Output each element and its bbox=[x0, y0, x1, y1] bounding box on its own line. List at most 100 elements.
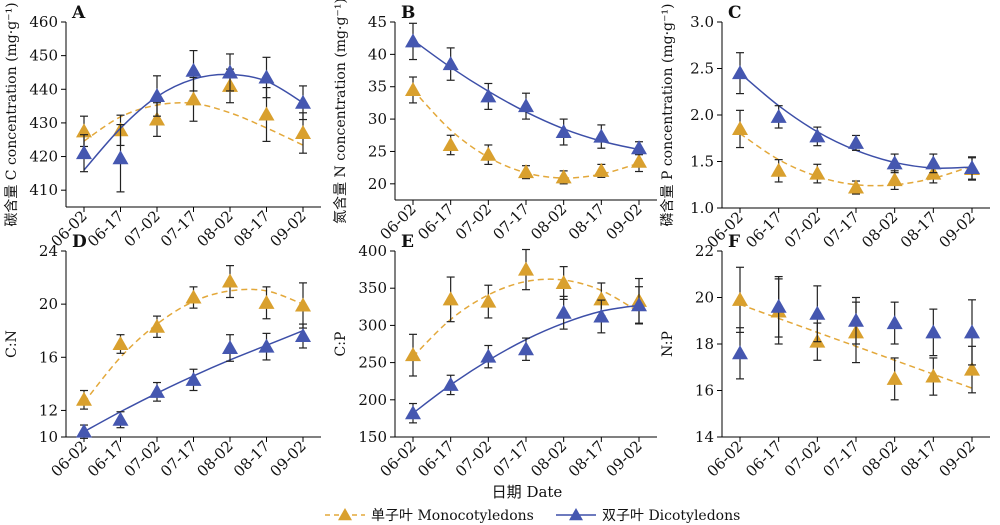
y-tick-label: 20 bbox=[695, 289, 714, 307]
x-tick-label: 08-02 bbox=[858, 208, 901, 251]
x-tick-label: 07-02 bbox=[781, 208, 824, 251]
legend-label: 双子叶 Dicotyledons bbox=[602, 508, 740, 524]
y-tick-label: 24 bbox=[39, 242, 58, 260]
data-point-series-1 bbox=[518, 164, 534, 179]
x-tick-label: 07-17 bbox=[490, 437, 533, 480]
data-point-series-2 bbox=[480, 348, 497, 363]
y-tick-label: 410 bbox=[29, 181, 58, 199]
y-axis-label: 氮含量 N concentration (mg·g⁻¹) bbox=[333, 0, 349, 224]
data-point-series-1 bbox=[185, 289, 202, 304]
data-point-series-2 bbox=[442, 56, 459, 71]
x-tick-label: 07-17 bbox=[157, 207, 200, 250]
panel-c: C 1.0 1.5 2.0 2.5 3.0 磷含量 P concentration (mg·… bbox=[660, 3, 990, 251]
legend-marker bbox=[338, 508, 352, 521]
data-point-series-1 bbox=[809, 165, 826, 180]
data-point-series-1 bbox=[76, 123, 92, 138]
data-point-series-2 bbox=[809, 305, 826, 320]
data-point-series-2 bbox=[258, 338, 275, 353]
y-tick-label: 45 bbox=[368, 13, 387, 31]
data-point-series-2 bbox=[770, 298, 787, 313]
data-point-series-2 bbox=[809, 128, 826, 143]
x-tick-label: 07-17 bbox=[157, 437, 200, 480]
data-point-series-2 bbox=[732, 345, 748, 360]
data-point-series-2 bbox=[149, 383, 165, 398]
y-tick-label: 420 bbox=[29, 148, 58, 166]
data-point-series-1 bbox=[732, 120, 748, 135]
y-tick-label: 20 bbox=[39, 295, 58, 313]
data-point-series-1 bbox=[112, 336, 129, 350]
data-point-series-1 bbox=[593, 291, 610, 306]
legend-marker bbox=[569, 508, 583, 521]
data-point-series-1 bbox=[555, 274, 572, 289]
data-point-series-2 bbox=[593, 128, 610, 143]
data-point-series-1 bbox=[222, 273, 238, 288]
x-tick-label: 08-17 bbox=[897, 437, 940, 480]
data-point-series-2 bbox=[149, 88, 165, 102]
y-tick-label: 16 bbox=[695, 382, 714, 400]
y-tick-label: 400 bbox=[358, 242, 387, 260]
x-tick-label: 08-02 bbox=[194, 437, 237, 480]
data-point-series-1 bbox=[593, 162, 610, 177]
data-point-series-1 bbox=[886, 370, 903, 385]
data-point-series-2 bbox=[964, 160, 980, 175]
data-point-series-2 bbox=[185, 371, 202, 386]
y-tick-label: 460 bbox=[29, 13, 58, 31]
y-tick-label: 35 bbox=[368, 78, 387, 96]
x-tick-label: 07-02 bbox=[121, 207, 164, 250]
data-point-series-2 bbox=[185, 62, 202, 77]
data-point-series-2 bbox=[925, 155, 942, 170]
y-axis-label: 碳含量 C concentration (mg·g⁻¹) bbox=[4, 2, 20, 226]
data-point-series-2 bbox=[480, 88, 497, 103]
x-tick-label: 08-17 bbox=[565, 200, 608, 243]
data-point-series-2 bbox=[631, 297, 647, 312]
panel-letter: C bbox=[728, 3, 742, 23]
x-tick-label: 09-02 bbox=[603, 200, 646, 243]
panel-letter: F bbox=[728, 232, 740, 252]
x-tick-label: 08-02 bbox=[858, 437, 901, 480]
legend-label: 单子叶 Monocotyledons bbox=[371, 508, 534, 524]
data-point-series-2 bbox=[112, 411, 129, 426]
x-tick-label: 09-02 bbox=[936, 437, 979, 480]
data-point-series-1 bbox=[770, 162, 787, 177]
panel-e: E150200250300350400C:P06-0206-1707-0207-… bbox=[333, 232, 657, 480]
y-tick-label: 350 bbox=[358, 279, 387, 297]
data-point-series-2 bbox=[222, 64, 238, 79]
x-tick-label: 07-02 bbox=[121, 437, 164, 480]
panel-b: B 20 25 30 35 40 45 氮含量 N concentration (mg·g⁻¹… bbox=[333, 0, 657, 243]
data-point-series-1 bbox=[518, 261, 534, 276]
data-point-series-1 bbox=[149, 111, 165, 126]
y-tick-label: 10 bbox=[39, 428, 58, 446]
data-point-series-1 bbox=[295, 297, 311, 312]
y-tick-label: 18 bbox=[695, 335, 714, 353]
y-tick-label: 40 bbox=[368, 45, 387, 63]
data-point-series-2 bbox=[76, 423, 92, 438]
data-point-series-2 bbox=[518, 341, 534, 356]
data-point-series-2 bbox=[295, 94, 311, 109]
data-point-series-2 bbox=[112, 150, 129, 165]
data-point-series-2 bbox=[405, 33, 421, 48]
data-point-series-2 bbox=[886, 155, 903, 170]
data-point-series-1 bbox=[295, 125, 311, 139]
data-point-series-2 bbox=[886, 315, 903, 330]
panel-letter: D bbox=[72, 232, 87, 252]
data-point-series-1 bbox=[964, 361, 980, 376]
data-point-series-1 bbox=[185, 91, 202, 106]
data-point-series-2 bbox=[770, 108, 787, 123]
x-tick-label: 07-17 bbox=[820, 437, 863, 480]
y-tick-label: 30 bbox=[368, 110, 387, 128]
y-tick-label: 440 bbox=[29, 80, 58, 98]
data-point-series-1 bbox=[631, 153, 647, 168]
data-point-series-1 bbox=[555, 169, 572, 184]
x-tick-label: 06-17 bbox=[414, 437, 457, 480]
y-tick-label: 16 bbox=[39, 348, 58, 366]
data-point-series-1 bbox=[258, 294, 275, 309]
x-tick-label: 09-02 bbox=[267, 437, 310, 480]
x-tick-label: 08-17 bbox=[897, 208, 940, 251]
data-point-series-2 bbox=[555, 124, 572, 139]
x-tick-label: 08-02 bbox=[194, 207, 237, 250]
data-point-series-2 bbox=[555, 304, 572, 319]
data-point-series-1 bbox=[480, 293, 497, 308]
legend: 单子叶 Monocotyledons 双子叶 Dicotyledons bbox=[325, 508, 740, 524]
y-tick-label: 20 bbox=[368, 175, 387, 193]
